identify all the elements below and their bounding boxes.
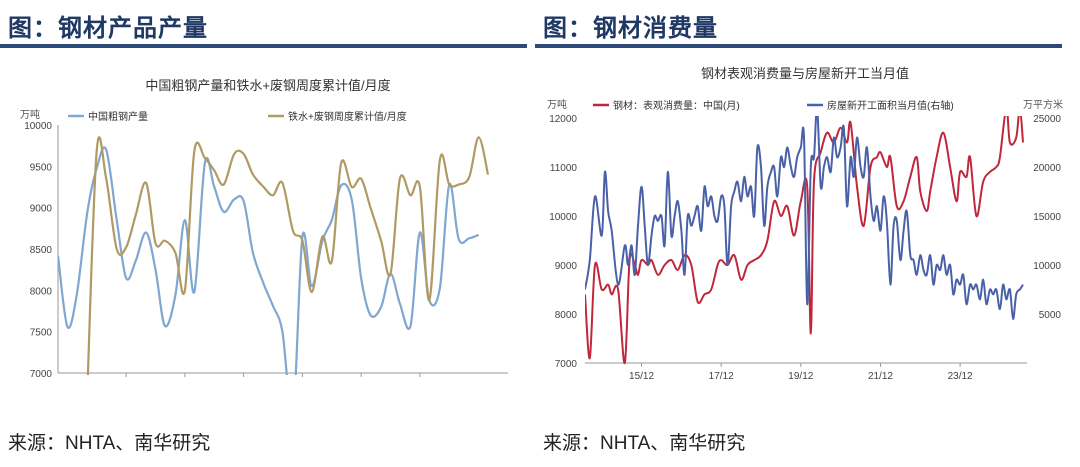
left-y-tick-label: 8500	[30, 245, 53, 256]
right-left-y-tick-label: 9000	[555, 261, 578, 272]
right-left-y-tick-label: 12000	[549, 114, 577, 125]
left-chart-title: 中国粗钢产量和铁水+废钢周度累计值/月度	[145, 78, 390, 93]
left-figure-panel: 图：钢材产品产量 7000750080008500900095001000022…	[0, 0, 535, 467]
right-left-y-tick-label: 8000	[555, 310, 578, 321]
right-y-unit-left: 万吨	[547, 98, 567, 111]
right-right-y-tick-label: 5000	[1039, 310, 1062, 321]
left-y-unit: 万吨	[20, 108, 40, 121]
right-x-tick-label: 23/12	[948, 371, 973, 380]
right-source-note: 来源：NHTA、南华研究	[543, 433, 746, 454]
left-y-tick-label: 10000	[24, 121, 52, 132]
right-right-y-tick-label: 20000	[1033, 163, 1061, 174]
right-title-rule	[535, 44, 1062, 48]
right-figure-panel: 图：钢材消费量 7000 8000 9000 10000 11000 12000 5000 1…	[535, 0, 1080, 467]
right-x-tick-label: 15/12	[629, 371, 654, 380]
right-right-y-tick-label: 15000	[1033, 212, 1061, 223]
left-y-tick-label: 9500	[30, 162, 53, 173]
left-y-tick-label: 8000	[30, 286, 53, 297]
right-right-y-tick-label: 10000	[1033, 261, 1061, 272]
right-x-tick-label: 21/12	[868, 371, 893, 380]
right-left-y-tick-label: 7000	[555, 359, 578, 370]
series-line-hot-metal-scrap	[86, 136, 490, 375]
legend-label-hot-metal-scrap: 铁水+废钢周度累计值/月度	[288, 110, 407, 123]
series-line-housing-starts	[585, 116, 1024, 320]
right-left-y-tick-label: 11000	[550, 163, 578, 174]
legend-label-steel-consumption: 钢材：表观消费量：中国(月)	[613, 99, 740, 112]
legend-label-crude-steel: 中国粗钢产量	[88, 110, 148, 123]
left-y-tick-label: 9000	[30, 204, 53, 215]
right-left-y-tick-label: 10000	[549, 212, 577, 223]
right-chart-title: 钢材表观消费量与房屋新开工当月值	[701, 66, 909, 81]
left-figure-title: 图：钢材产品产量	[8, 15, 208, 42]
right-x-tick-label: 19/12	[788, 371, 813, 380]
right-chart: 7000 8000 9000 10000 11000 12000 5000 10000 1500…	[547, 66, 1063, 380]
left-title-rule	[0, 44, 527, 48]
left-source-note: 来源：NHTA、南华研究	[8, 433, 211, 454]
right-y-unit-right: 万平方米	[1023, 98, 1063, 111]
right-right-y-tick-label: 25000	[1033, 114, 1061, 125]
right-x-tick-label: 17/12	[709, 371, 734, 380]
series-line-crude-steel	[58, 146, 480, 375]
left-chart: 7000750080008500900095001000022/0622/122…	[20, 78, 508, 380]
left-y-tick-label: 7500	[30, 328, 53, 339]
legend-label-housing-starts: 房屋新开工面积当月值(右轴)	[827, 99, 954, 112]
right-figure-title: 图：钢材消费量	[543, 15, 718, 42]
left-y-tick-label: 7000	[30, 369, 53, 380]
